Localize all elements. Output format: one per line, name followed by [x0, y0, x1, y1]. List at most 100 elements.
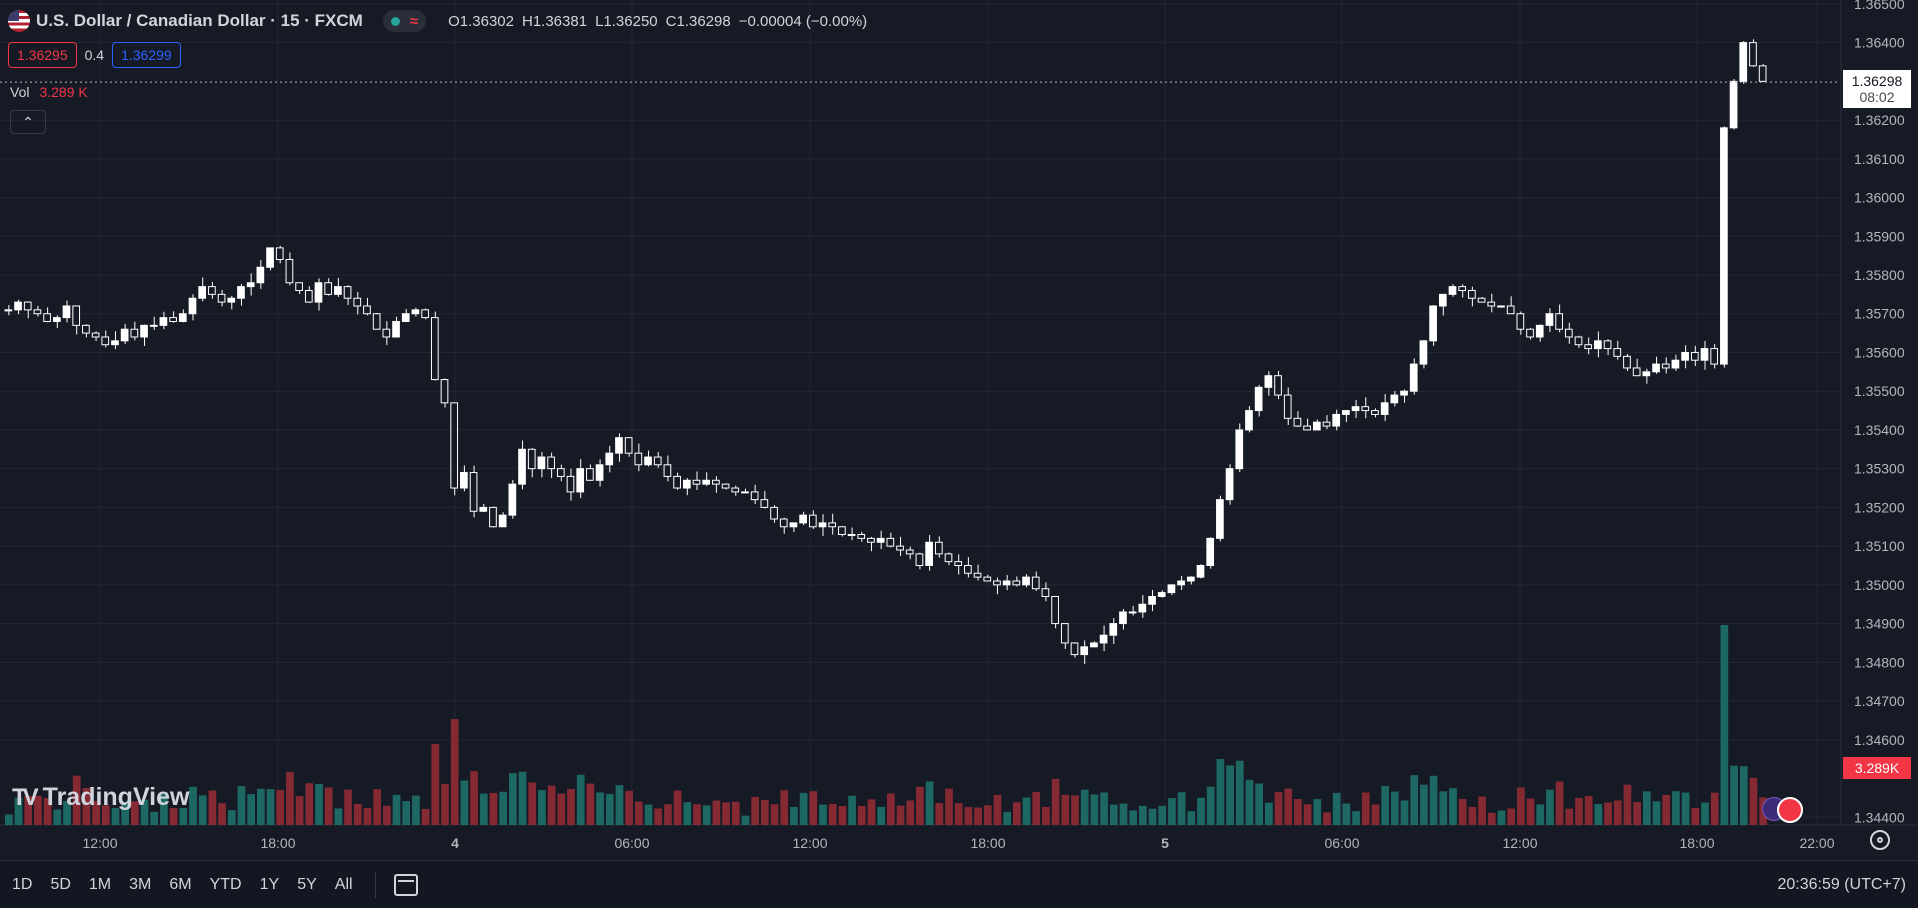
candle-down [547, 456, 555, 470]
candle-up [1642, 371, 1651, 377]
volume-bar-down [528, 782, 537, 825]
candle-down [828, 522, 837, 528]
chart-settings-gear-icon[interactable] [1870, 830, 1890, 850]
current-volume-label: 3.289K [1843, 757, 1911, 779]
candle-down [489, 506, 497, 528]
volume-bar-up [1158, 805, 1167, 825]
range-all[interactable]: All [334, 875, 353, 893]
candle-down [1749, 42, 1757, 67]
candle-up [847, 534, 856, 537]
range-6m[interactable]: 6M [169, 875, 192, 893]
sell-price-button[interactable]: 1.36295 [8, 42, 77, 68]
candle-up [789, 522, 798, 528]
chart-canvas[interactable]: 1.36500 1.36400 1.36200 1.36100 1.36000 1.359… [0, 0, 1918, 860]
market-status[interactable]: ≈ [382, 10, 427, 32]
volume-bar-down [664, 804, 672, 825]
ohlc-open-value: 1.36302 [459, 12, 514, 30]
candle-up [1342, 410, 1350, 415]
volume-bar-down [993, 795, 1002, 825]
candle-down [954, 561, 963, 566]
candle-up [237, 286, 245, 299]
volume-bar-up [1148, 808, 1157, 825]
candle-down [934, 541, 943, 555]
candle-down [295, 282, 303, 291]
candle-up [1245, 410, 1253, 431]
volume-bar-down [838, 806, 847, 825]
volume-bar-down [1487, 812, 1496, 825]
volume-bar-up [1197, 797, 1205, 825]
volume-bar-down [1555, 781, 1564, 825]
range-5d[interactable]: 5D [50, 875, 71, 893]
volume-bar-up [1594, 803, 1603, 825]
volume-bar-up [848, 795, 856, 825]
volume-bar-down [1623, 784, 1632, 825]
bid-ask-panel: 1.36295 0.4 1.36299 [8, 42, 181, 68]
candle-down [469, 472, 478, 512]
range-1m[interactable]: 1M [88, 875, 112, 893]
timezone-clock[interactable]: 20:36:59 (UTC+7) [1777, 875, 1906, 893]
volume-bar-up [179, 807, 188, 825]
volume-bar-up [1546, 789, 1554, 825]
volume-label: Vol [10, 84, 30, 100]
candle-down [779, 518, 788, 528]
volume-bar-down [1691, 808, 1700, 825]
collapse-legend-button[interactable]: ⌃ [10, 110, 46, 134]
candle-down [1584, 344, 1593, 350]
candle-up [1148, 595, 1156, 605]
candle-up [1419, 340, 1428, 365]
candle-up [401, 313, 410, 322]
candle-up [149, 324, 158, 327]
candle-up [4, 309, 13, 312]
volume-bar-down [945, 788, 953, 825]
price-tick-label: 1.35900 [1854, 228, 1905, 244]
volume-bar-down [1507, 808, 1515, 825]
volume-bar-down [1013, 802, 1021, 825]
volume-bar-up [1701, 802, 1709, 825]
candle-up [498, 514, 507, 528]
range-1y[interactable]: 1Y [259, 875, 280, 893]
candle-up [1196, 564, 1205, 578]
volume-bar-down [43, 798, 52, 825]
price-tick-label: 1.36000 [1854, 190, 1905, 206]
volume-bar-down [1613, 800, 1622, 825]
symbol-header: U.S. Dollar / Canadian Dollar · 15 · FXC… [0, 8, 867, 34]
volume-bar-up [1332, 792, 1341, 825]
volume-bar-up [1245, 779, 1254, 825]
range-3m[interactable]: 3M [129, 875, 152, 893]
candle-up [266, 247, 274, 268]
time-tick-label: 12:00 [1502, 835, 1537, 851]
candle-up [111, 340, 119, 346]
range-1d[interactable]: 1D [12, 875, 33, 893]
go-to-date-calendar-icon[interactable] [393, 873, 418, 896]
volume-bar-down [712, 800, 721, 825]
volume-bar-down [24, 796, 33, 825]
volume-bar-down [857, 805, 866, 825]
volume-legend[interactable]: Vol 3.289 K [10, 84, 88, 100]
price-tick-label: 1.34400 [1854, 809, 1905, 825]
time-tick-label: 12:00 [82, 835, 117, 851]
candle-down [731, 487, 740, 493]
volume-bar-up [1168, 798, 1176, 825]
candle-down [634, 452, 643, 466]
symbol-title[interactable]: U.S. Dollar / Canadian Dollar · 15 · FXC… [36, 11, 363, 30]
canada-flag-event-icon[interactable] [1777, 797, 1803, 823]
range-5y[interactable]: 5Y [297, 875, 317, 893]
volume-bar-up [1420, 784, 1428, 825]
candle-up [140, 324, 148, 338]
volume-bar-up [266, 789, 275, 825]
volume-bar-up [1313, 799, 1322, 825]
range-ytd[interactable]: YTD [209, 875, 242, 893]
volume-bar-up [412, 795, 420, 825]
tradingview-logo[interactable]: TV TradingView [12, 783, 189, 812]
candle-up [460, 472, 468, 489]
volume-bar-up [1080, 789, 1089, 825]
candle-down [886, 537, 895, 547]
candle-up [1080, 646, 1089, 656]
volume-bar-down [295, 796, 304, 825]
candle-down [72, 305, 81, 326]
buy-price-button[interactable]: 1.36299 [112, 42, 181, 68]
candle-up [159, 317, 168, 326]
candle-up [1090, 642, 1098, 648]
time-tick-label: 18:00 [970, 835, 1005, 851]
